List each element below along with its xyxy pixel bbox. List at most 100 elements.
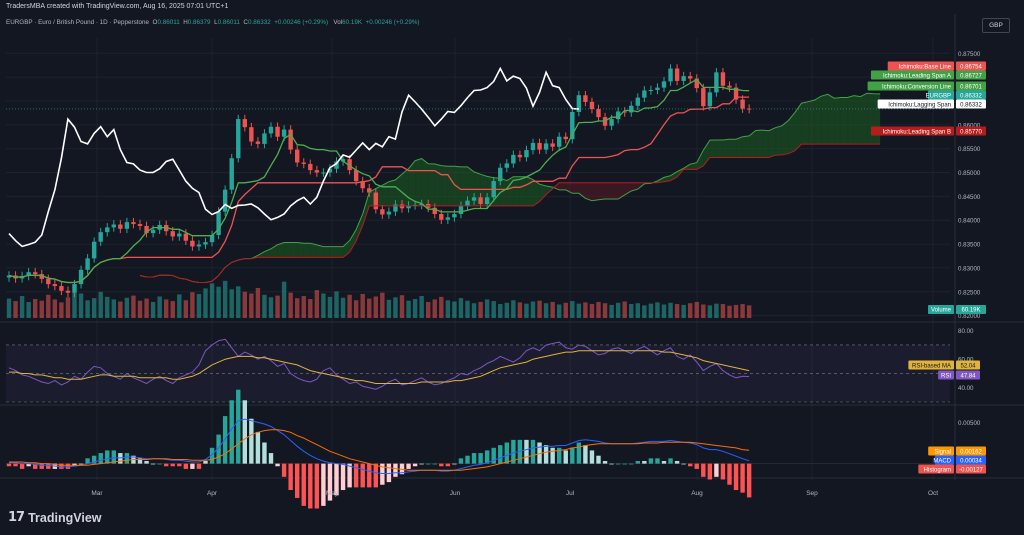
macd-histogram-bar: [570, 447, 575, 464]
leading-span-a-line: [139, 92, 881, 283]
macd-histogram-bar: [412, 463, 418, 467]
volume-bar: [150, 301, 156, 318]
rsi-tag-name-box: [938, 370, 954, 380]
time-axis: Mar Apr May Jun Jul Aug Sep Oct: [91, 490, 938, 497]
symbol-title[interactable]: EURGBP · Euro / British Pound · 1D · Pep…: [6, 19, 150, 26]
price-tick-label: 0.85500: [958, 146, 981, 153]
macd-histogram-bar: [576, 442, 582, 464]
cloud-segment: [795, 103, 802, 151]
macd-histogram-bar: [301, 463, 306, 506]
candle-body: [131, 222, 136, 225]
candle-body: [419, 203, 424, 205]
candle-body: [471, 197, 477, 201]
candle-body: [484, 197, 490, 204]
candle-body: [137, 224, 143, 226]
time-tick-label: Oct: [928, 490, 938, 497]
cloud-segment: [631, 182, 638, 191]
currency-button[interactable]: GBP: [982, 18, 1010, 33]
cloud-segment: [284, 242, 291, 258]
cloud-segment: [788, 112, 795, 154]
candle-body: [406, 205, 411, 209]
volume-bar: [517, 302, 523, 318]
volume-bar: [255, 288, 261, 318]
symbol-legend[interactable]: EURGBP · Euro / British Pound · 1D · Pep…: [6, 19, 420, 26]
tradingview-logo[interactable]: 17 TradingView: [8, 510, 102, 525]
cloud-segment: [847, 95, 854, 145]
rsi-tick-label: 80.00: [958, 328, 974, 335]
macd-histogram-bar: [13, 463, 18, 467]
volume-bar: [347, 294, 352, 318]
cloud-segment: [736, 136, 743, 158]
macd-histogram-bar: [281, 463, 287, 477]
cloud-segment: [415, 158, 422, 206]
cloud-segment: [618, 182, 625, 199]
macd-tag: Signal 0.00162: [928, 446, 986, 456]
macd-tag-name-box: [918, 464, 954, 474]
cloud-segment: [709, 139, 717, 158]
volume-bar: [458, 298, 464, 318]
volume-bar: [137, 300, 143, 318]
cloud-segment: [755, 130, 763, 158]
candle-body: [72, 284, 77, 293]
price-tick-label: 0.85000: [958, 170, 981, 177]
macd-histogram-bar: [504, 442, 509, 464]
volume-bar: [111, 299, 116, 318]
macd-histogram-bar: [635, 460, 640, 464]
volume-bar: [46, 294, 51, 318]
macd-tag-name: MACD: [933, 458, 951, 464]
candle-body: [530, 142, 536, 151]
rsi-tag-name-box: [908, 360, 954, 370]
cloud-segment: [447, 166, 455, 206]
macd-histogram-bar: [347, 463, 352, 488]
cloud-segment: [362, 192, 370, 226]
cloud-segment: [329, 246, 337, 258]
candle-body: [295, 149, 300, 163]
candle-body: [170, 231, 175, 237]
volume-bar: [537, 300, 542, 318]
candle-body: [262, 133, 267, 144]
cloud-segment: [467, 166, 475, 206]
volume-bar: [59, 302, 64, 318]
price-tag-name: Ichimoku:Lagging Span: [888, 102, 951, 108]
candle-body: [59, 286, 64, 291]
signal-line: [9, 429, 750, 471]
macd-histogram-bar: [183, 463, 189, 469]
macd-histogram-bar: [216, 434, 221, 464]
macd-histogram-bar: [629, 463, 634, 465]
candle-body: [105, 227, 110, 233]
volume-bar: [615, 302, 621, 318]
volume-bar: [340, 297, 346, 318]
macd-histogram-bar: [484, 450, 490, 464]
candle-body: [144, 225, 149, 234]
macd-histogram-bar: [19, 463, 25, 469]
macd-histogram-bar: [589, 450, 595, 464]
volume-bar: [661, 304, 667, 318]
volume-bar: [655, 302, 660, 318]
ohlc-c-label: C: [243, 19, 248, 26]
macd-pane: 0.005000.00000Signal0.00162MACD0.00034Hi…: [6, 389, 986, 509]
volume-legend-label: Vol: [333, 19, 343, 26]
price-tick-label: 0.83500: [958, 242, 981, 249]
cloud-segment: [867, 93, 874, 145]
price-tag-name-box: [887, 61, 954, 71]
macd-histogram-bar: [557, 447, 562, 464]
cloud-segment: [853, 95, 861, 145]
candle-body: [91, 241, 97, 259]
price-tag: Ichimoku:Leading Span A 0.86727: [870, 70, 986, 80]
candle-body: [557, 136, 562, 147]
cloud-segment: [408, 160, 416, 206]
candle-body: [281, 129, 287, 137]
volume-bar: [530, 301, 536, 318]
macd-histogram-bar: [471, 453, 477, 464]
macd-histogram-bar: [550, 447, 555, 464]
volume-bar: [471, 303, 477, 318]
volume-bar: [229, 289, 234, 318]
macd-histogram-bar: [688, 463, 693, 467]
volume-bar: [39, 300, 44, 318]
cloud-segment: [428, 163, 435, 206]
price-tag-value-box: [956, 70, 986, 80]
rsi-tag-value: 47.84: [960, 373, 976, 379]
cloud-segment: [821, 94, 828, 145]
cloud-segment: [834, 97, 841, 145]
